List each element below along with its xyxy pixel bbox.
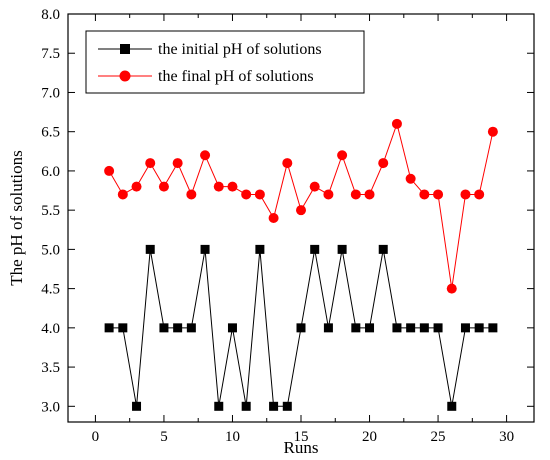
data-point-initial (460, 323, 470, 333)
data-point-initial (433, 323, 443, 333)
data-point-initial (104, 323, 114, 333)
x-tick-label: 15 (294, 429, 309, 445)
data-point-final (323, 189, 334, 200)
data-point-final (213, 181, 224, 192)
legend-marker-final (119, 70, 131, 82)
data-point-initial (132, 401, 142, 411)
x-tick-label: 20 (362, 429, 377, 445)
data-point-initial (310, 244, 320, 254)
data-point-final (131, 181, 142, 192)
data-point-initial (337, 244, 347, 254)
y-tick-label: 7.0 (41, 85, 60, 101)
data-point-initial (200, 244, 210, 254)
legend-box (85, 30, 365, 94)
data-point-initial (241, 401, 251, 411)
data-point-final (282, 158, 293, 169)
data-point-final (337, 150, 348, 161)
legend-label-final: the final pH of solutions (158, 68, 314, 85)
data-point-final (364, 189, 375, 200)
data-point-final (391, 118, 402, 129)
data-point-final (145, 158, 156, 169)
y-tick-label: 6.0 (41, 164, 60, 180)
data-point-final (419, 189, 430, 200)
data-point-final (268, 213, 279, 223)
y-tick-label: 7.5 (41, 46, 60, 62)
data-point-final (117, 189, 128, 200)
data-point-final (104, 165, 115, 176)
data-point-initial (419, 323, 429, 333)
data-point-initial (488, 323, 498, 333)
data-point-final (350, 189, 361, 200)
y-tick-label: 4.5 (41, 282, 60, 298)
legend-marker-initial (120, 44, 130, 54)
data-point-initial (118, 323, 128, 333)
data-point-final (309, 181, 320, 192)
data-point-final (200, 150, 211, 161)
y-tick-label: 8.0 (41, 7, 60, 23)
data-point-initial (474, 323, 484, 333)
data-point-final (433, 189, 444, 200)
data-point-initial (269, 401, 279, 411)
data-point-initial (227, 323, 237, 333)
data-point-final (241, 189, 252, 200)
series-layer (104, 118, 498, 411)
data-point-initial (186, 323, 196, 333)
data-point-initial (392, 323, 402, 333)
y-axis-title: The pH of solutions (7, 150, 26, 286)
data-point-final (296, 205, 306, 216)
data-point-initial (145, 244, 155, 254)
y-tick-label: 5.5 (41, 203, 60, 219)
y-tick-label: 3.5 (41, 360, 60, 376)
legend-label-initial: the initial pH of solutions (158, 41, 322, 58)
x-tick-label: 25 (431, 429, 446, 445)
data-point-initial (351, 323, 361, 333)
data-point-final (460, 189, 471, 200)
data-point-final (227, 181, 238, 192)
x-tick-label: 5 (160, 429, 168, 445)
x-tick-label: 10 (225, 429, 240, 445)
data-point-final (172, 158, 183, 169)
data-point-initial (214, 401, 224, 411)
legend: the initial pH of solutions the final pH… (85, 30, 365, 94)
data-point-initial (447, 401, 457, 411)
data-point-initial (255, 244, 265, 254)
x-tick-label: 0 (92, 429, 100, 445)
data-point-final (186, 189, 197, 200)
data-point-final (158, 181, 169, 192)
data-point-final (487, 126, 498, 137)
data-point-final (446, 283, 457, 294)
data-point-initial (323, 323, 333, 333)
data-point-initial (378, 244, 388, 254)
x-axis-title: Runs (284, 438, 319, 457)
data-point-final (378, 158, 389, 169)
data-point-initial (365, 323, 375, 333)
y-tick-label: 6.5 (41, 125, 60, 141)
y-tick-label: 3.0 (41, 399, 60, 415)
x-tick-label: 30 (499, 429, 514, 445)
data-point-final (405, 173, 416, 184)
data-point-initial (282, 401, 292, 411)
data-point-initial (159, 323, 169, 333)
y-tick-label: 5.0 (41, 242, 60, 258)
data-point-initial (406, 323, 416, 333)
data-point-initial (173, 323, 183, 333)
data-point-initial (296, 323, 306, 333)
data-point-final (474, 189, 485, 200)
y-tick-label: 4.0 (41, 321, 60, 337)
data-point-final (254, 189, 265, 200)
axis-ticks: 0 5 10 15 20 25 30 3.0 3.5 4.0 4.5 5.0 5.5 6.0 6.5 7.0 7… (41, 7, 534, 445)
